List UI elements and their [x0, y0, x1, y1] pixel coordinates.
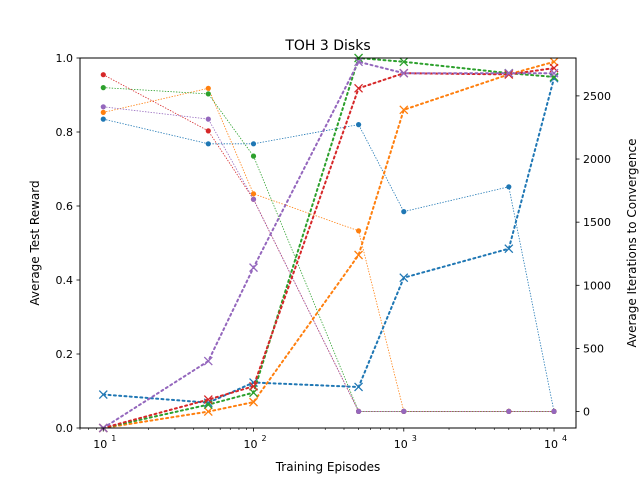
iteration-point — [549, 72, 559, 82]
x-tick-label: 10 — [93, 438, 107, 451]
iteration-point — [399, 57, 409, 67]
iteration-point — [203, 356, 213, 366]
reward-point — [205, 128, 211, 134]
reward-point — [205, 116, 211, 122]
reward-point — [205, 141, 211, 147]
reward-point — [100, 85, 106, 91]
x-tick-label: 10 — [244, 438, 258, 451]
y-left-tick-label: 0.2 — [56, 348, 74, 361]
iteration-point — [249, 378, 258, 387]
reward-point — [250, 141, 257, 147]
reward-point — [356, 122, 362, 128]
iteration-point — [249, 397, 258, 407]
iteration-point — [354, 83, 364, 93]
iteration-point — [399, 105, 409, 115]
iteration-point — [399, 68, 409, 78]
iteration-point — [354, 382, 364, 392]
iteration-point — [203, 395, 213, 405]
x-tick-exponent: 4 — [562, 434, 567, 443]
iteration-point — [98, 390, 108, 399]
reward-point — [401, 408, 407, 414]
y-left-tick-label: 0.6 — [56, 200, 74, 213]
y-axis-left: 0.0 0.2 0.4 0.6 0.8 1.0 — [56, 52, 80, 435]
reward-point — [100, 116, 106, 122]
x-axis: 10 1 10 2 10 3 10 4 — [79, 428, 567, 451]
y-left-tick-label: 0.8 — [56, 126, 74, 139]
y-right-tick-label: 2500 — [583, 90, 611, 103]
x-tick-label: 10 — [544, 438, 558, 451]
reward-point — [506, 184, 512, 190]
iteration-point — [354, 57, 364, 67]
iteration-point — [399, 273, 409, 283]
reward-point — [205, 85, 211, 91]
reward-point — [551, 408, 557, 414]
plot-frame — [79, 57, 577, 429]
reward-point — [506, 408, 512, 414]
reward-point — [401, 209, 407, 215]
reward-point — [356, 408, 362, 414]
x-tick-label: 10 — [394, 438, 408, 451]
x-tick-exponent: 1 — [111, 434, 116, 443]
y-right-tick-label: 500 — [583, 342, 604, 355]
iteration-point — [249, 388, 258, 398]
x-tick-exponent: 2 — [262, 434, 267, 443]
reward-point — [250, 196, 257, 202]
y-left-tick-label: 0.4 — [56, 274, 74, 287]
iteration-point — [504, 69, 514, 79]
iteration-point — [354, 250, 364, 260]
reward-point — [100, 72, 106, 78]
y-left-tick-label: 0.0 — [56, 422, 74, 435]
reward-point — [100, 104, 106, 110]
x-axis-label: Training Episodes — [275, 460, 381, 474]
plot-area — [98, 53, 559, 433]
y-right-tick-label: 0 — [583, 406, 590, 419]
chart-title: TOH 3 Disks — [284, 38, 370, 54]
reward-point — [100, 109, 106, 115]
y-axis-right: 0 500 1000 1500 2000 2500 — [576, 90, 611, 419]
reward-point — [250, 191, 257, 197]
x-tick-exponent: 3 — [412, 434, 417, 443]
y-axis-left-label: Average Test Reward — [28, 180, 42, 305]
reward-point — [250, 153, 257, 159]
iteration-point — [549, 57, 559, 67]
iteration-point — [249, 381, 258, 391]
reward-point — [356, 228, 362, 234]
iteration-point — [249, 263, 258, 273]
y-axis-right-label: Average Iterations to Convergence — [625, 138, 639, 347]
y-right-tick-label: 2000 — [583, 153, 611, 166]
y-right-tick-label: 1000 — [583, 279, 611, 292]
reward-point — [205, 91, 211, 97]
iteration-point — [203, 407, 213, 417]
iteration-point — [504, 244, 514, 254]
y-right-tick-label: 1500 — [583, 216, 611, 229]
iteration-point — [504, 68, 514, 78]
y-left-tick-label: 1.0 — [56, 52, 74, 65]
iteration-point — [549, 68, 559, 78]
